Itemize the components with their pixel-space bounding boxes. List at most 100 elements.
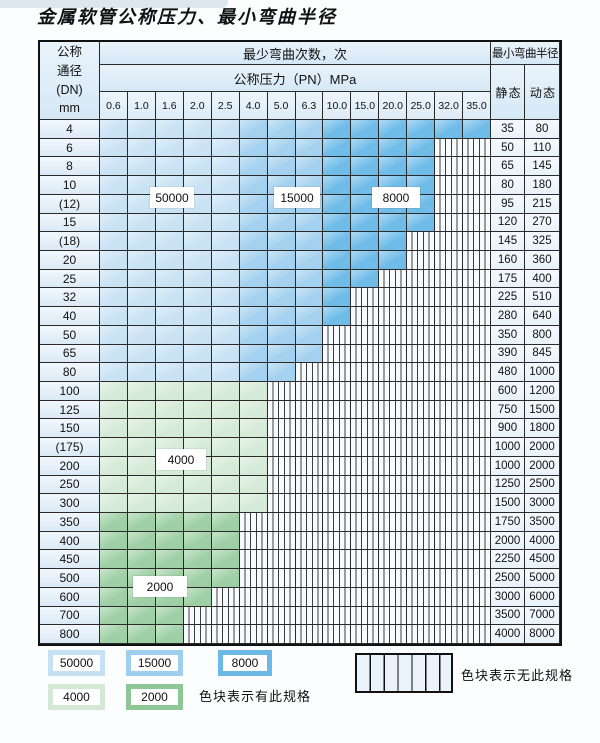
static-radius-value: 390 [491, 344, 525, 364]
band-cell-50000 [183, 363, 212, 382]
dn-label: 800 [40, 625, 100, 644]
band-cell-8000 [435, 120, 464, 139]
pressure-tick: 15.0 [351, 92, 380, 120]
no-spec-cell [463, 138, 491, 158]
band-cell-8000 [379, 213, 408, 233]
no-spec-cell [351, 550, 380, 570]
dn-label: (175) [40, 438, 100, 457]
no-spec-cell [435, 606, 464, 626]
min-bend-radius-header: 最小弯曲半径 [491, 42, 560, 65]
no-spec-cell [379, 419, 408, 439]
no-spec-cell [323, 587, 352, 607]
no-spec-cell [295, 587, 324, 607]
band-cell-8000 [407, 157, 436, 177]
no-spec-cell [463, 232, 491, 251]
no-spec-cell [351, 419, 380, 439]
band-cell-8000 [351, 232, 380, 251]
no-spec-cell [351, 344, 380, 364]
no-spec-cell [379, 288, 408, 308]
band-cell-50000 [183, 325, 212, 345]
no-spec-cell [463, 269, 491, 289]
no-spec-cell [407, 587, 436, 607]
no-spec-cell [435, 569, 464, 588]
band-cell-15000 [267, 138, 296, 158]
spec-table-grid: 公称 通径 (DN) mm 最少弯曲次数，次 最小弯曲半径 公称压力（PN）MP… [38, 40, 562, 646]
band-cell-50000 [127, 250, 156, 270]
band-cell-4000 [127, 494, 156, 513]
dynamic-radius-value: 215 [525, 194, 560, 214]
no-spec-cell [379, 569, 408, 588]
band-cell-50000 [100, 307, 128, 326]
band-cell-50000 [127, 157, 156, 177]
dn-label: 15 [40, 213, 100, 233]
band-cell-4000 [100, 475, 128, 495]
dn-label: (12) [40, 194, 100, 214]
band-cell-4000 [183, 400, 212, 420]
band-cell-2000 [100, 606, 128, 626]
no-spec-cell [295, 569, 324, 588]
band-cell-4000 [239, 456, 268, 476]
pressure-tick: 6.3 [295, 92, 324, 120]
legend-chip-2000-label: 2000 [141, 690, 168, 704]
static-radius-value: 1500 [491, 494, 525, 513]
dynamic-radius-value: 2000 [525, 456, 560, 476]
band-label-15000: 15000 [274, 187, 320, 208]
band-cell-8000 [323, 194, 352, 214]
band-cell-8000 [379, 250, 408, 270]
no-spec-cell [239, 512, 268, 532]
band-cell-4000 [239, 438, 268, 457]
band-cell-50000 [211, 157, 240, 177]
no-spec-cell [351, 363, 380, 382]
band-cell-50000 [100, 213, 128, 233]
band-cell-15000 [267, 307, 296, 326]
legend-no-spec-box [355, 653, 453, 693]
band-cell-50000 [100, 363, 128, 382]
no-spec-cell [407, 606, 436, 626]
band-cell-4000 [239, 381, 268, 401]
static-radius-value: 2500 [491, 569, 525, 588]
band-cell-4000 [127, 438, 156, 457]
no-spec-cell [267, 512, 296, 532]
dynamic-radius-value: 3500 [525, 512, 560, 532]
static-radius-value: 2250 [491, 550, 525, 570]
dynamic-radius-value: 7000 [525, 606, 560, 626]
band-cell-2000 [183, 550, 212, 570]
no-spec-cell [407, 307, 436, 326]
band-cell-50000 [183, 344, 212, 364]
no-spec-cell [323, 438, 352, 457]
band-cell-8000 [323, 307, 352, 326]
no-spec-cell [323, 475, 352, 495]
pressure-tick: 10.0 [323, 92, 352, 120]
no-spec-cell [435, 194, 464, 214]
no-spec-cell [379, 400, 408, 420]
legend-chip-8000: 8000 [218, 650, 272, 676]
static-radius-value: 1000 [491, 456, 525, 476]
band-cell-8000 [351, 250, 380, 270]
band-cell-50000 [127, 176, 156, 195]
no-spec-cell [351, 587, 380, 607]
band-cell-15000 [267, 344, 296, 364]
band-cell-4000 [155, 475, 184, 495]
static-radius-value: 3500 [491, 606, 525, 626]
dynamic-column-header: 动 态 [525, 65, 560, 120]
no-spec-cell [463, 325, 491, 345]
pressure-tick: 20.0 [379, 92, 408, 120]
no-spec-cell [267, 587, 296, 607]
no-spec-cell [463, 400, 491, 420]
pressure-tick: 32.0 [435, 92, 464, 120]
dynamic-radius-value: 800 [525, 325, 560, 345]
dynamic-radius-value: 145 [525, 157, 560, 177]
no-spec-cell [435, 419, 464, 439]
no-spec-cell [351, 606, 380, 626]
band-cell-4000 [127, 456, 156, 476]
static-radius-value: 600 [491, 381, 525, 401]
no-spec-cell [463, 494, 491, 513]
no-spec-cell [239, 569, 268, 588]
no-spec-cell [211, 606, 240, 626]
no-spec-cell [295, 381, 324, 401]
dynamic-radius-value: 400 [525, 269, 560, 289]
static-radius-value: 1250 [491, 475, 525, 495]
band-cell-15000 [295, 250, 324, 270]
band-cell-8000 [323, 157, 352, 177]
band-cell-50000 [127, 213, 156, 233]
